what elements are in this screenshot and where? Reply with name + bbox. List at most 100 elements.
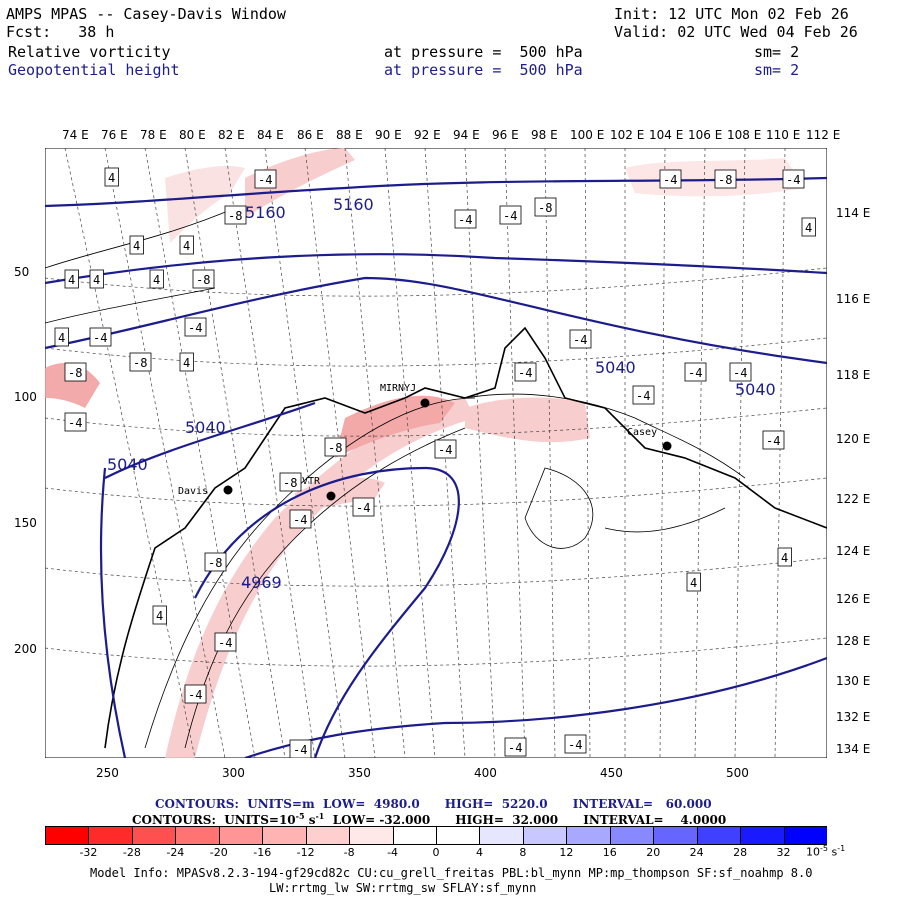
- colorbar-swatch: [392, 826, 437, 845]
- vort-units-base: CONTOURS: UNITS=10: [132, 813, 296, 827]
- vorticity-label-text: -8: [328, 441, 342, 455]
- top-longitude-label: 108 E: [727, 128, 762, 142]
- vorticity-label-text: -4: [218, 636, 232, 650]
- vorticity-label-box: 4: [129, 235, 144, 255]
- vorticity-label-text: -4: [258, 173, 272, 187]
- top-longitude-label: 96 E: [492, 128, 519, 142]
- vorticity-label-box: -4: [352, 497, 375, 517]
- right-longitude-label: 122 E: [836, 492, 871, 506]
- vorticity-label-box: -4: [89, 327, 112, 347]
- colorbar-units-exp2: -1: [837, 844, 846, 853]
- vorticity-label-text: -4: [68, 416, 82, 430]
- colorbar-tick-label: 4: [475, 846, 483, 859]
- top-longitude-label: 100 E: [570, 128, 605, 142]
- top-longitude-label: 94 E: [453, 128, 480, 142]
- colorbar-swatch: [262, 826, 307, 845]
- height-label: 5040: [595, 358, 636, 377]
- vorticity-label-text: 4: [58, 331, 65, 345]
- vorticity-label-text: 4: [93, 273, 100, 287]
- colorbar-swatch: [175, 826, 220, 845]
- forecast-hour: Fcst: 38 h: [6, 23, 115, 41]
- vorticity-label-box: 4: [54, 327, 69, 347]
- field1-pressure: at pressure = 500 hPa: [384, 43, 583, 61]
- height-label: 5040: [185, 418, 226, 437]
- colorbar-tick-label: -8: [343, 846, 355, 859]
- vorticity-label-text: -4: [356, 501, 370, 515]
- colorbar-tick-label: 8: [519, 846, 527, 859]
- vorticity-label-text: -8: [196, 273, 210, 287]
- colorbar-swatch: [479, 826, 524, 845]
- colorbar-units: 10-5 s-1: [806, 844, 845, 859]
- colorbar-swatch: [436, 826, 480, 845]
- vorticity-label-box: -4: [184, 684, 207, 704]
- field1-sm: sm= 2: [754, 43, 800, 61]
- station-label-davis: Davis: [178, 486, 208, 497]
- left-axis-label: 100: [14, 390, 37, 404]
- vorticity-label-box: -4: [499, 205, 522, 225]
- right-longitude-label: 126 E: [836, 592, 871, 606]
- valid-time: Valid: 02 UTC Wed 04 Feb 26: [614, 23, 858, 41]
- vorticity-label-text: -4: [573, 333, 587, 347]
- station-vtr-marker: [326, 491, 336, 501]
- vorticity-label-box: 4: [179, 352, 194, 372]
- colorbar-tick-label: 16: [602, 846, 617, 859]
- vorticity-label-box: -4: [64, 412, 87, 432]
- colorbar-tick-label: 0: [432, 846, 440, 859]
- height-contour-info: CONTOURS: UNITS=m LOW= 4980.0 HIGH= 5220…: [155, 797, 712, 811]
- vorticity-label-box: 4: [686, 572, 701, 592]
- colorbar-swatch: [131, 826, 176, 845]
- colorbar-tick-label: 24: [689, 846, 704, 859]
- bottom-axis-label: 350: [348, 766, 371, 780]
- vorticity-label-text: -4: [503, 209, 517, 223]
- vorticity-label-box: -4: [454, 209, 477, 229]
- vorticity-label-text: -4: [438, 443, 452, 457]
- height-contours: [45, 176, 827, 758]
- vort-units-exp2: -1: [315, 811, 325, 821]
- field2-sm: sm= 2: [754, 61, 800, 79]
- init-time: Init: 12 UTC Mon 02 Feb 26: [614, 5, 849, 23]
- vorticity-label-text: 4: [133, 239, 140, 253]
- vorticity-label-text: -8: [538, 201, 552, 215]
- vorticity-label-box: 4: [104, 167, 119, 187]
- vorticity-label-box: -4: [434, 439, 457, 459]
- vorticity-label-box: -8: [192, 269, 215, 289]
- vorticity-label-box: 4: [152, 605, 167, 625]
- colorbar-tick-label: -28: [122, 846, 141, 859]
- vorticity-label-text: 4: [183, 356, 190, 370]
- vorticity-label-box: -4: [504, 737, 527, 757]
- vorticity-label-box: 4: [89, 269, 104, 289]
- left-axis-label: 200: [14, 642, 37, 656]
- station-label-casey: Casey: [627, 427, 657, 438]
- plot-title: AMPS MPAS -- Casey-Davis Window: [6, 5, 286, 23]
- right-longitude-label: 114 E: [836, 206, 871, 220]
- vorticity-label-box: 4: [801, 217, 816, 237]
- vorticity-label-text: 4: [781, 551, 788, 565]
- colorbar-tick-label: -12: [296, 846, 315, 859]
- vorticity-label-text: -4: [636, 389, 650, 403]
- colorbar-tick-label: -24: [166, 846, 185, 859]
- field1-name: Relative vorticity: [8, 43, 171, 61]
- bottom-axis-label: 300: [222, 766, 245, 780]
- colorbar-tick-label: -20: [209, 846, 228, 859]
- colorbar-swatch: [45, 826, 89, 845]
- vorticity-label-text: -4: [786, 173, 800, 187]
- top-longitude-label: 86 E: [297, 128, 324, 142]
- top-longitude-label: 74 E: [62, 128, 89, 142]
- station-casey-marker: [662, 441, 672, 451]
- vorticity-label-box: -8: [279, 472, 302, 492]
- top-longitude-label: 112 E: [806, 128, 841, 142]
- top-longitude-label: 92 E: [414, 128, 441, 142]
- vorticity-label-text: -8: [68, 366, 82, 380]
- bottom-axis-label: 250: [96, 766, 119, 780]
- vorticity-label-box: -4: [254, 169, 277, 189]
- top-longitude-label: 106 E: [688, 128, 723, 142]
- right-longitude-label: 130 E: [836, 674, 871, 688]
- vorticity-label-box: -4: [184, 317, 207, 337]
- vorticity-contour-info: CONTOURS: UNITS=10-5 s-1 LOW= -32.000 HI…: [132, 811, 726, 827]
- top-longitude-label: 90 E: [375, 128, 402, 142]
- colorbar-swatch: [653, 826, 698, 845]
- colorbar-tick-label: 20: [646, 846, 661, 859]
- top-longitude-label: 76 E: [101, 128, 128, 142]
- vorticity-label-text: 4: [805, 221, 812, 235]
- vorticity-map: MIRNYJ Casey Davis VTR 5160 5160 5040 50…: [45, 148, 827, 758]
